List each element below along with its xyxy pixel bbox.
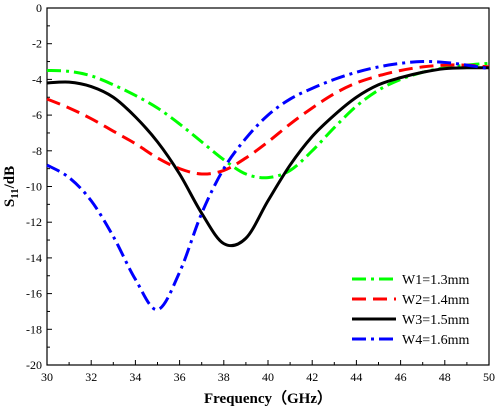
x-tick-label: 40 [262,370,274,384]
x-tick-label: 32 [85,370,97,384]
series-line-3 [46,66,490,248]
y-axis-title-main: S [2,199,18,207]
x-tick-label: 36 [174,370,186,384]
legend-label-3: W3=1.5mm [402,313,469,328]
y-tick-label: -10 [26,180,42,194]
y-tick-label: -6 [32,108,42,122]
y-axis-title-unit: /dB [2,166,18,190]
x-tick-label: 34 [129,370,141,384]
legend-label-1: W1=1.3mm [402,273,469,288]
x-tick-label: 38 [218,370,230,384]
legend: W1=1.3mm W2=1.4mm W3=1.5mm W4=1.6mm [352,273,469,348]
x-tick-label: 48 [439,370,451,384]
y-tick-label: -12 [26,215,42,229]
x-tick-label: 30 [41,370,53,384]
y-tick-label: -20 [26,358,42,372]
y-tick-label: -14 [26,251,42,265]
axis-tick-labels: 30 32 34 36 38 40 42 44 46 48 50 0 -2 -4 -6 -8 -10 -12 -14… [26,1,495,384]
legend-label-2: W2=1.4mm [402,293,469,308]
series-line-2 [46,63,490,176]
y-tick-label: -18 [26,322,42,336]
y-tick-label: 0 [36,1,42,15]
x-tick-label: 42 [306,370,318,384]
y-tick-label: -2 [32,37,42,51]
x-tick-label: 44 [350,370,362,384]
x-tick-label: 46 [395,370,407,384]
axis-ticks [46,7,490,366]
y-tick-label: -16 [26,287,42,301]
x-axis-title: Frequency（GHz） [204,389,332,407]
y-axis-title-subscript: 11 [9,188,21,198]
legend-label-4: W4=1.6mm [402,333,469,348]
y-tick-label: -8 [32,144,42,158]
y-tick-label: -4 [32,72,42,86]
series-lines [46,60,490,312]
series-line-4 [46,60,490,312]
x-tick-label: 50 [483,370,495,384]
y-axis-title: S11/dB [2,166,21,207]
series-line-1 [46,61,490,180]
